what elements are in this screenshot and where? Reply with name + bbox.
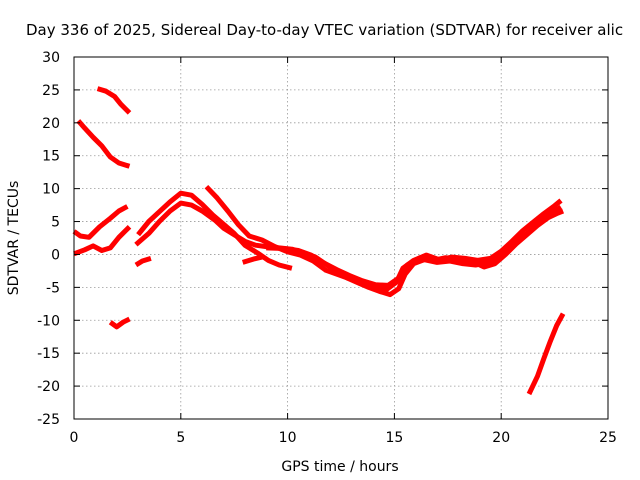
series-line-seg-rise — [526, 312, 566, 396]
y-tick-label: 25 — [42, 83, 60, 99]
y-tick-label: -5 — [46, 280, 60, 296]
x-tick-label: 10 — [279, 430, 297, 446]
grid-lines — [74, 57, 608, 419]
y-tick-label: 10 — [42, 182, 60, 198]
y-tick-label: 15 — [42, 149, 60, 165]
plot-frame — [73, 56, 609, 420]
x-tick-label: 0 — [70, 430, 79, 446]
y-axis-label: SDTVAR / TECUs — [6, 181, 22, 296]
series-line-seg-neg-2 — [134, 256, 152, 268]
series-line-seg-neg-1 — [108, 316, 131, 330]
y-tick-label: 20 — [42, 116, 60, 132]
y-tick-label: -20 — [37, 379, 60, 395]
series-line-seg-d — [136, 190, 293, 271]
y-tick-label: -15 — [37, 346, 60, 362]
series-group — [72, 86, 566, 396]
series-line-seg-b — [73, 225, 132, 257]
tick-labels: 0 5 10 15 20 25 -25 -20 -15 -10 -5 0 5 10 15 20 25 30 — [37, 50, 617, 446]
y-tick-label: 30 — [42, 50, 60, 66]
x-tick-label: 5 — [176, 430, 185, 446]
x-axis-label: GPS time / hours — [281, 459, 398, 475]
series-line-seg-a — [72, 204, 129, 240]
y-tick-label: 0 — [51, 247, 60, 263]
y-tick-label: -10 — [37, 313, 60, 329]
series-line-seg-high-1 — [96, 86, 132, 115]
x-tick-label: 15 — [385, 430, 403, 446]
series-line-seg-high-2 — [76, 119, 131, 169]
y-tick-label: -25 — [37, 412, 60, 428]
chart-title: Day 336 of 2025, Sidereal Day-to-day VTE… — [26, 21, 623, 39]
x-tick-label: 25 — [599, 430, 617, 446]
y-tick-label: 5 — [51, 215, 60, 231]
x-tick-label: 20 — [492, 430, 510, 446]
series-line-seg-e — [204, 184, 563, 293]
series-line-seg-g — [266, 208, 565, 288]
series-line-seg-f — [241, 254, 263, 265]
